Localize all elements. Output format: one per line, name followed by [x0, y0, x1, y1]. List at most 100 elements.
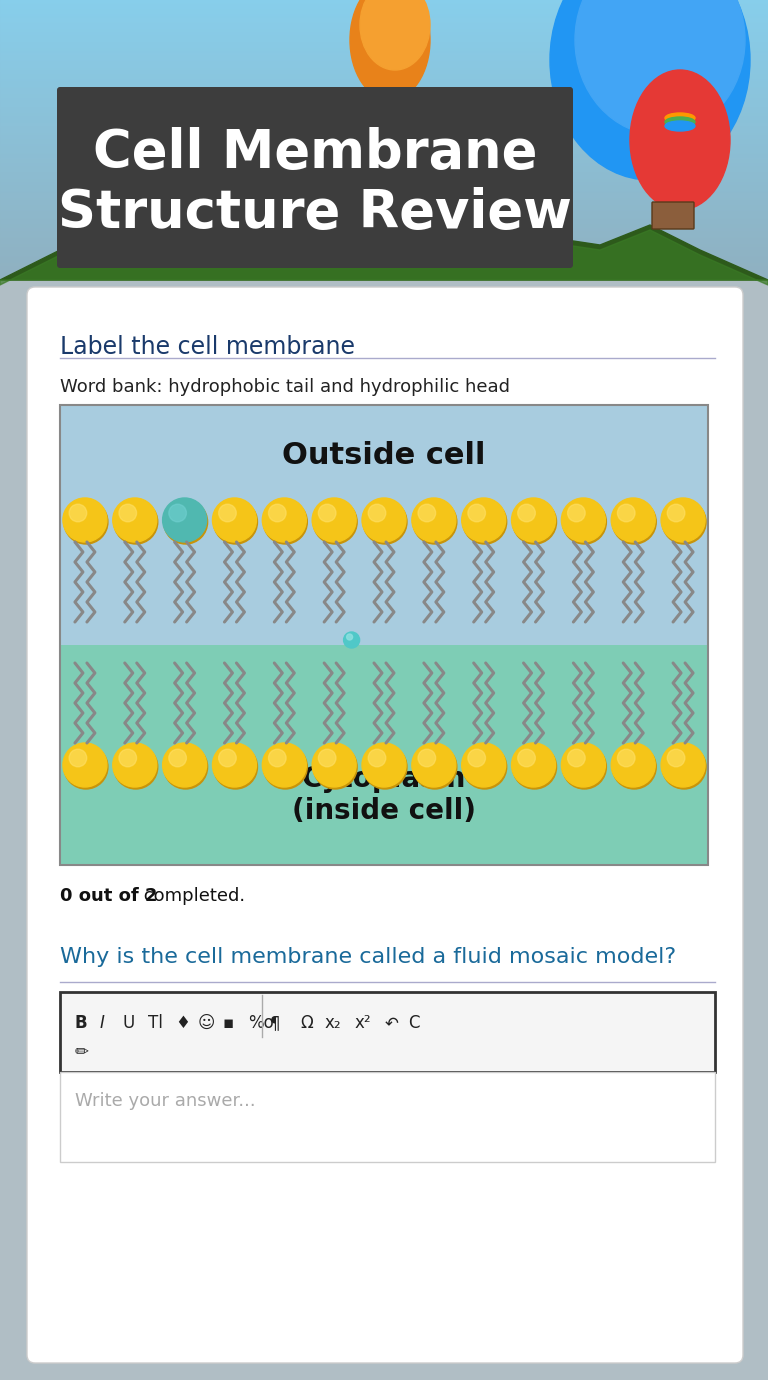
Circle shape: [312, 742, 356, 787]
Circle shape: [219, 749, 237, 767]
Circle shape: [64, 500, 108, 544]
Circle shape: [412, 742, 456, 787]
Circle shape: [362, 742, 406, 787]
Ellipse shape: [350, 0, 430, 99]
Ellipse shape: [665, 121, 695, 131]
Ellipse shape: [360, 0, 430, 70]
Text: Write your answer...: Write your answer...: [75, 1092, 256, 1110]
Circle shape: [511, 498, 555, 542]
FancyBboxPatch shape: [652, 201, 694, 229]
Text: Cytoplasm
(inside cell): Cytoplasm (inside cell): [292, 765, 476, 825]
Circle shape: [319, 504, 336, 522]
Circle shape: [667, 504, 685, 522]
Circle shape: [263, 498, 306, 542]
Circle shape: [667, 749, 685, 767]
Text: Tl: Tl: [148, 1014, 163, 1032]
Circle shape: [368, 749, 386, 767]
Circle shape: [163, 742, 207, 787]
FancyBboxPatch shape: [60, 404, 708, 644]
Circle shape: [511, 742, 555, 787]
Circle shape: [468, 749, 485, 767]
Ellipse shape: [630, 70, 730, 210]
Text: x²: x²: [355, 1014, 372, 1032]
Text: ¶: ¶: [270, 1014, 280, 1032]
Circle shape: [269, 504, 286, 522]
FancyBboxPatch shape: [57, 87, 573, 268]
Circle shape: [313, 745, 357, 789]
Text: I: I: [100, 1014, 105, 1032]
Text: C: C: [408, 1014, 419, 1032]
Text: B: B: [75, 1014, 88, 1032]
Text: ✏: ✏: [75, 1042, 89, 1060]
Circle shape: [413, 745, 457, 789]
Circle shape: [561, 742, 605, 787]
Circle shape: [612, 745, 656, 789]
Circle shape: [164, 745, 207, 789]
Circle shape: [462, 500, 507, 544]
Text: x₂: x₂: [325, 1014, 342, 1032]
Circle shape: [512, 745, 557, 789]
Circle shape: [617, 749, 635, 767]
Ellipse shape: [575, 0, 745, 135]
Circle shape: [114, 745, 157, 789]
Circle shape: [363, 500, 407, 544]
Circle shape: [462, 498, 505, 542]
Circle shape: [518, 504, 535, 522]
Circle shape: [611, 498, 655, 542]
Circle shape: [611, 742, 655, 787]
FancyBboxPatch shape: [60, 992, 715, 1072]
FancyBboxPatch shape: [60, 644, 708, 865]
Circle shape: [213, 742, 257, 787]
Text: Why is the cell membrane called a fluid mosaic model?: Why is the cell membrane called a fluid …: [60, 947, 676, 967]
Circle shape: [662, 500, 706, 544]
Circle shape: [418, 504, 435, 522]
Circle shape: [612, 500, 656, 544]
Circle shape: [512, 500, 557, 544]
Ellipse shape: [550, 0, 750, 179]
Ellipse shape: [665, 113, 695, 123]
Circle shape: [562, 745, 607, 789]
Circle shape: [114, 500, 157, 544]
Circle shape: [462, 745, 507, 789]
Text: ↶: ↶: [385, 1014, 399, 1032]
Circle shape: [313, 500, 357, 544]
Circle shape: [269, 749, 286, 767]
Circle shape: [213, 498, 257, 542]
Circle shape: [64, 745, 108, 789]
Text: %o: %o: [248, 1014, 273, 1032]
Circle shape: [412, 498, 456, 542]
Circle shape: [568, 504, 585, 522]
Circle shape: [113, 498, 157, 542]
Circle shape: [661, 742, 705, 787]
Circle shape: [214, 745, 257, 789]
Circle shape: [113, 742, 157, 787]
Text: ☺: ☺: [198, 1014, 215, 1032]
Circle shape: [263, 500, 307, 544]
Circle shape: [169, 749, 187, 767]
Circle shape: [662, 745, 706, 789]
Circle shape: [661, 498, 705, 542]
FancyBboxPatch shape: [27, 287, 743, 1363]
Text: U: U: [122, 1014, 134, 1032]
Circle shape: [368, 504, 386, 522]
Circle shape: [263, 745, 307, 789]
Text: Cell Membrane
Structure Review: Cell Membrane Structure Review: [58, 127, 572, 239]
Text: Word bank: hydrophobic tail and hydrophilic head: Word bank: hydrophobic tail and hydrophi…: [60, 378, 510, 396]
Circle shape: [418, 749, 435, 767]
Circle shape: [63, 742, 107, 787]
Text: 0 out of 2: 0 out of 2: [60, 887, 157, 905]
Circle shape: [413, 500, 457, 544]
Circle shape: [346, 633, 353, 640]
Circle shape: [169, 504, 187, 522]
Circle shape: [343, 632, 359, 649]
Text: completed.: completed.: [138, 887, 245, 905]
Circle shape: [312, 498, 356, 542]
Circle shape: [561, 498, 605, 542]
Text: Outside cell: Outside cell: [283, 440, 485, 469]
Circle shape: [462, 742, 505, 787]
Circle shape: [119, 504, 137, 522]
Text: Label the cell membrane: Label the cell membrane: [60, 335, 355, 359]
Ellipse shape: [665, 117, 695, 127]
Circle shape: [363, 745, 407, 789]
Text: Ω: Ω: [300, 1014, 313, 1032]
